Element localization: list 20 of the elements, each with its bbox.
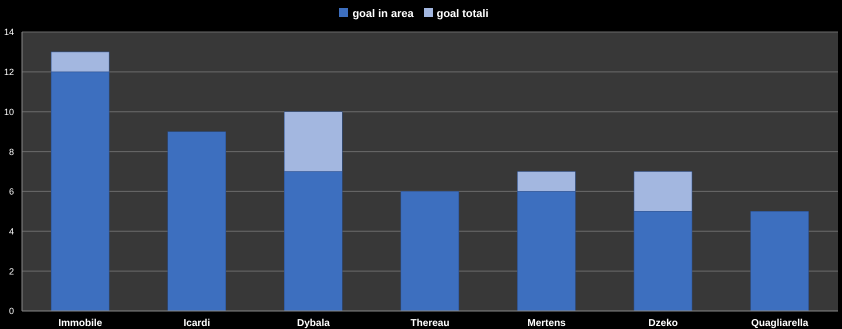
x-tick-label: Dybala [297,318,330,329]
x-tick-label: Mertens [527,318,566,329]
bar [750,211,809,311]
x-tick-label: Immobile [58,318,103,329]
y-tick-label: 4 [8,226,14,236]
y-tick-label: 10 [4,106,14,117]
y-tick-label: 8 [8,146,14,157]
x-tick-label: Dzeko [648,318,678,329]
y-tick-label: 2 [8,266,14,276]
legend-label: goal totali [436,8,489,20]
legend-label: goal in area [352,8,414,20]
x-tick-label: Thereau [410,318,450,329]
bar [400,191,460,311]
y-tick-label: 0 [8,306,14,316]
x-tick-label: Icardi [184,318,210,329]
y-tick-label: 12 [4,67,14,78]
y-tick-label: 6 [8,186,14,197]
bar [167,131,226,311]
y-tick-label: 14 [4,27,14,38]
x-tick-label: Quagliarella [751,318,809,329]
